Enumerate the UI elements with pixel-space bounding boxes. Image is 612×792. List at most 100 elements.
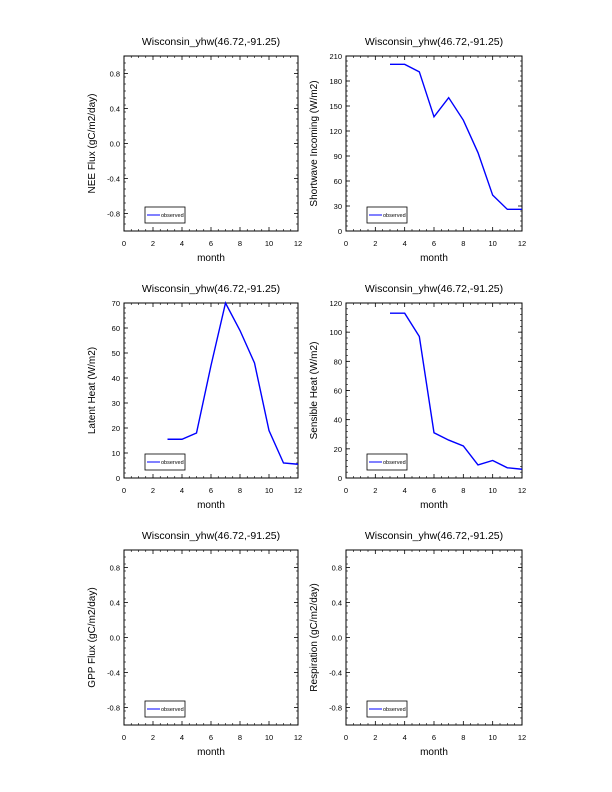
x-tick-label: 4 — [403, 486, 407, 495]
y-tick-label: 0.8 — [110, 564, 120, 573]
x-tick-label: 2 — [373, 486, 377, 495]
legend-label: observed — [383, 460, 406, 466]
x-tick-label: 8 — [238, 733, 242, 742]
y-tick-label: 40 — [334, 416, 342, 425]
x-tick-label: 10 — [488, 733, 496, 742]
x-tick-label: 10 — [488, 486, 496, 495]
x-tick-label: 4 — [180, 733, 184, 742]
y-tick-label: 30 — [112, 399, 120, 408]
plot-frame — [345, 302, 523, 479]
plot-frame — [123, 549, 299, 726]
y-tick-label: -0.8 — [107, 210, 120, 219]
y-tick-label: 180 — [329, 77, 342, 86]
x-tick-label: 12 — [518, 239, 526, 248]
x-tick-label: 12 — [294, 486, 302, 495]
x-tick-label: 10 — [265, 733, 273, 742]
y-tick-label: 0.4 — [110, 599, 120, 608]
plot-frame — [345, 549, 523, 726]
x-tick-label: 12 — [294, 733, 302, 742]
y-tick-label: 90 — [334, 152, 342, 161]
y-tick-label: 0.0 — [332, 634, 342, 643]
chart-panel-1: Wisconsin_yhw(46.72,-91.25) 0 2 4 6 8 10 12 -0.8… — [87, 36, 302, 264]
y-tick-label: 150 — [329, 102, 342, 111]
legend-box — [144, 206, 186, 224]
y-tick-label: 60 — [112, 324, 120, 333]
legend-box — [366, 453, 408, 471]
y-tick-label: -0.8 — [329, 704, 342, 713]
x-tick-label: 8 — [461, 239, 465, 248]
y-tick-label: -0.4 — [329, 669, 342, 678]
x-tick-label: 6 — [209, 733, 213, 742]
x-tick-label: 2 — [151, 486, 155, 495]
x-tick-label: 6 — [432, 733, 436, 742]
x-axis-label: month — [197, 253, 225, 264]
x-tick-label: 0 — [122, 733, 126, 742]
legend: observed — [144, 453, 186, 471]
x-tick-label: 0 — [344, 486, 348, 495]
x-tick-label: 4 — [403, 733, 407, 742]
x-tick-label: 12 — [294, 239, 302, 248]
y-tick-label: 40 — [112, 374, 120, 383]
y-tick-label: 0.8 — [332, 564, 342, 573]
legend: observed — [366, 206, 408, 224]
x-tick-label: 0 — [122, 239, 126, 248]
y-tick-label: -0.4 — [107, 175, 120, 184]
y-tick-label: -0.4 — [107, 669, 120, 678]
plot-frame — [345, 55, 523, 232]
legend-box — [366, 206, 408, 224]
x-tick-label: 2 — [373, 733, 377, 742]
y-tick-label: -0.8 — [107, 704, 120, 713]
x-tick-label: 6 — [432, 486, 436, 495]
legend-box — [366, 700, 408, 718]
legend-label: observed — [161, 460, 184, 466]
y-tick-label: 60 — [334, 177, 342, 186]
y-tick-label: 10 — [112, 449, 120, 458]
x-tick-label: 0 — [122, 486, 126, 495]
chart-title: Wisconsin_yhw(46.72,-91.25) — [142, 36, 280, 48]
x-tick-label: 8 — [461, 733, 465, 742]
y-tick-label: 0 — [116, 474, 120, 483]
x-tick-label: 10 — [488, 239, 496, 248]
chart-panel-5: Wisconsin_yhw(46.72,-91.25) 0 2 4 6 8 10 12 -0.8… — [87, 530, 302, 758]
series-line-observed — [167, 301, 299, 465]
x-tick-label: 8 — [238, 486, 242, 495]
y-tick-label: 0.4 — [332, 599, 342, 608]
y-axis-label: Shortwave Incoming (W/m2) — [309, 80, 320, 206]
x-axis-label: month — [420, 253, 448, 264]
legend: observed — [366, 453, 408, 471]
y-tick-label: 50 — [112, 349, 120, 358]
y-tick-label: 60 — [334, 387, 342, 396]
y-axis-label: NEE Flux (gC/m2/day) — [87, 93, 98, 193]
legend: observed — [144, 700, 186, 718]
y-tick-label: 0.0 — [110, 140, 120, 149]
legend-label: observed — [383, 707, 406, 713]
series-line-observed — [390, 312, 523, 470]
legend-box — [144, 453, 186, 471]
x-tick-label: 2 — [373, 239, 377, 248]
x-tick-label: 0 — [344, 239, 348, 248]
x-axis-label: month — [197, 747, 225, 758]
x-tick-label: 12 — [518, 486, 526, 495]
legend: observed — [366, 700, 408, 718]
x-tick-label: 6 — [209, 486, 213, 495]
y-tick-label: 210 — [329, 52, 342, 61]
y-tick-label: 0.8 — [110, 70, 120, 79]
x-tick-label: 4 — [180, 239, 184, 248]
y-tick-label: 20 — [334, 445, 342, 454]
y-tick-label: 0 — [338, 227, 342, 236]
chart-title: Wisconsin_yhw(46.72,-91.25) — [365, 530, 503, 542]
plot-frame — [123, 302, 299, 479]
y-axis-label: GPP Flux (gC/m2/day) — [87, 587, 98, 687]
y-tick-label: 80 — [334, 357, 342, 366]
legend-label: observed — [161, 213, 184, 219]
chart-title: Wisconsin_yhw(46.72,-91.25) — [142, 283, 280, 295]
chart-panel-6: Wisconsin_yhw(46.72,-91.25) 0 2 4 6 8 10 12 -0.8… — [309, 530, 526, 758]
legend: observed — [144, 206, 186, 224]
chart-panel-4: Wisconsin_yhw(46.72,-91.25)0 2 4 6 8 10 120204… — [309, 283, 526, 511]
x-tick-label: 4 — [403, 239, 407, 248]
y-tick-label: 0.4 — [110, 105, 120, 114]
y-tick-label: 120 — [329, 127, 342, 136]
x-axis-label: month — [420, 747, 448, 758]
x-tick-label: 8 — [461, 486, 465, 495]
